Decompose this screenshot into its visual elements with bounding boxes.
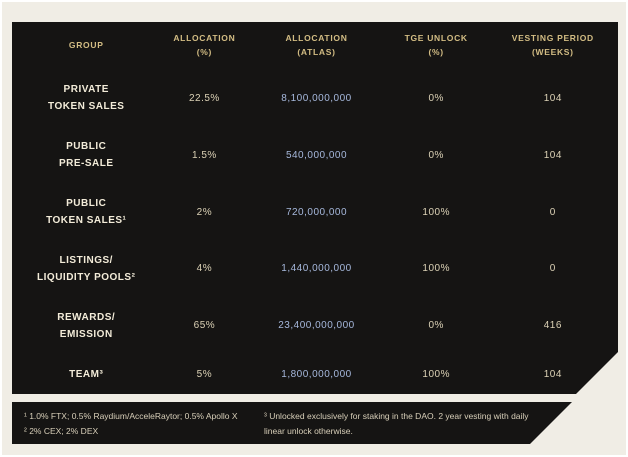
cell-allocation-pct: 4% xyxy=(196,263,213,275)
cell-allocation-atlas: 23,400,000,000 xyxy=(278,320,355,332)
footnote-2: ² 2% CEX; 2% DEX xyxy=(24,425,99,436)
column-header-group: GROUP xyxy=(68,40,104,51)
table-row: LISTINGS/ LIQUIDITY POOLS² 4% 1,440,000,… xyxy=(12,240,618,297)
cell-allocation-pct: 1.5% xyxy=(192,149,217,161)
cell-vesting-weeks: 104 xyxy=(543,149,562,161)
table-row: TEAM³ 5% 1,800,000,000 100% 104 xyxy=(12,354,618,394)
footnotes-left-column: ¹ 1.0% FTX; 0.5% Raydium/AcceleRaytor; 0… xyxy=(24,409,264,444)
cell-allocation-pct: 22.5% xyxy=(188,92,220,104)
cell-allocation-atlas: 540,000,000 xyxy=(285,149,348,161)
tokenomics-table-panel: GROUP ALLOCATION (%) ALLOCATION (ATLAS) … xyxy=(12,22,618,394)
cell-vesting-weeks: 416 xyxy=(543,320,562,332)
table-row: PUBLIC TOKEN SALES¹ 2% 720,000,000 100% … xyxy=(12,184,618,241)
footnote-3: ³ Unlocked exclusively for staking in th… xyxy=(264,411,529,436)
footnotes-right-column: ³ Unlocked exclusively for staking in th… xyxy=(264,409,544,444)
cell-vesting-weeks: 104 xyxy=(543,368,562,380)
column-header-tge-unlock: TGE UNLOCK (%) xyxy=(404,33,468,57)
table-header-row: GROUP ALLOCATION (%) ALLOCATION (ATLAS) … xyxy=(12,22,618,70)
cell-vesting-weeks: 104 xyxy=(543,92,562,104)
cell-group: PUBLIC PRE-SALE xyxy=(58,141,114,170)
cell-tge-unlock: 0% xyxy=(428,320,444,332)
footnotes-panel: ¹ 1.0% FTX; 0.5% Raydium/AcceleRaytor; 0… xyxy=(12,402,618,444)
cell-allocation-atlas: 8,100,000,000 xyxy=(281,92,352,104)
column-header-vesting-period: VESTING PERIOD (WEEKS) xyxy=(511,33,594,57)
cell-tge-unlock: 0% xyxy=(428,92,444,104)
cell-vesting-weeks: 0 xyxy=(549,206,556,218)
cell-tge-unlock: 0% xyxy=(428,149,444,161)
cell-group: REWARDS/ EMISSION xyxy=(57,311,116,340)
table-row: PUBLIC PRE-SALE 1.5% 540,000,000 0% 104 xyxy=(12,127,618,184)
cell-group: PRIVATE TOKEN SALES xyxy=(48,84,125,113)
cell-allocation-pct: 5% xyxy=(196,368,213,380)
column-header-allocation-atlas: ALLOCATION (ATLAS) xyxy=(285,33,348,57)
cell-tge-unlock: 100% xyxy=(422,206,450,218)
cell-allocation-pct: 2% xyxy=(196,206,213,218)
cell-allocation-atlas: 1,440,000,000 xyxy=(281,263,352,275)
cell-tge-unlock: 100% xyxy=(422,263,450,275)
cell-group: TEAM³ xyxy=(69,368,104,380)
cell-vesting-weeks: 0 xyxy=(549,263,556,275)
cell-group: PUBLIC TOKEN SALES¹ xyxy=(46,198,127,227)
table-row: REWARDS/ EMISSION 65% 23,400,000,000 0% … xyxy=(12,297,618,354)
footnote-1: ¹ 1.0% FTX; 0.5% Raydium/AcceleRaytor; 0… xyxy=(24,411,238,421)
table-row: PRIVATE TOKEN SALES 22.5% 8,100,000,000 … xyxy=(12,70,618,127)
cell-allocation-atlas: 1,800,000,000 xyxy=(281,368,352,380)
cell-group: LISTINGS/ LIQUIDITY POOLS² xyxy=(37,254,136,283)
cell-allocation-pct: 65% xyxy=(193,320,216,332)
cell-tge-unlock: 100% xyxy=(422,368,450,380)
column-header-allocation-pct: ALLOCATION (%) xyxy=(173,33,236,57)
cell-allocation-atlas: 720,000,000 xyxy=(285,206,348,218)
